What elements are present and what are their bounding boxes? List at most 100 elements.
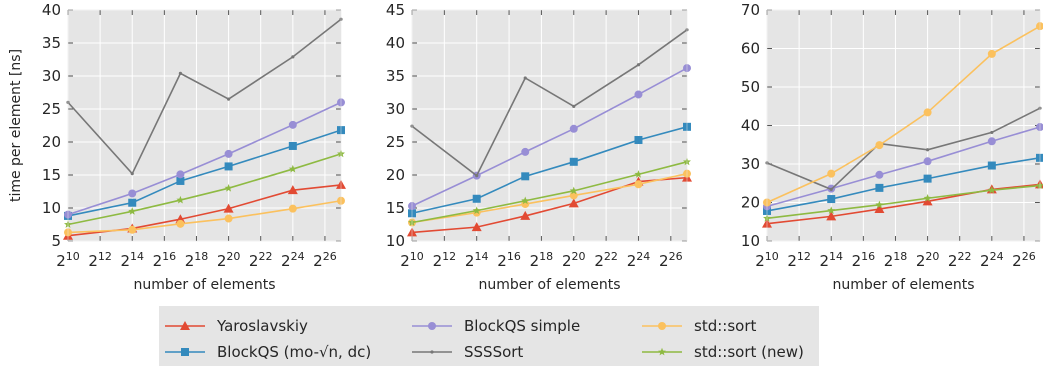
data-point: [875, 183, 884, 192]
plot-frame: [766, 9, 1041, 242]
legend-entry-blockqs-simple: BlockQS simple: [412, 317, 580, 335]
data-point: [987, 161, 996, 170]
y-axis-label: time per element [ns]: [8, 49, 24, 202]
legend-marker: [430, 350, 434, 354]
x-tick-label: 224: [281, 250, 305, 270]
data-point: [176, 219, 185, 228]
x-tick-label: 216: [497, 250, 521, 270]
data-point: [636, 63, 641, 67]
x-tick-label: 226: [313, 250, 337, 270]
x-tick-label: 210: [56, 250, 80, 270]
data-point: [827, 195, 836, 204]
x-tick-label: 218: [884, 250, 908, 270]
plot-area: [68, 10, 341, 241]
legend-label: BlockQS (mo-√n, dc): [217, 343, 371, 361]
data-point: [224, 149, 233, 158]
y-tick-label: 40: [741, 117, 760, 135]
series-line: [411, 67, 688, 207]
data-point: [475, 174, 479, 178]
legend-background: [159, 306, 819, 366]
data-point: [176, 176, 185, 185]
data-point: [287, 185, 298, 195]
data-point: [224, 184, 233, 192]
series-line: [766, 107, 1041, 191]
y-tick-label: 40: [42, 1, 61, 19]
y-tick-label: 20: [42, 133, 61, 151]
legend-label: SSSSort: [464, 343, 523, 361]
series-line: [766, 183, 1041, 225]
data-point: [471, 222, 482, 232]
data-point: [987, 49, 996, 58]
data-point: [128, 225, 137, 234]
plot-frame: [67, 9, 342, 242]
x-tick-label: 212: [433, 250, 457, 270]
x-tick-label: 216: [153, 250, 177, 270]
y-tick-label: 30: [741, 155, 760, 173]
data-point: [472, 206, 481, 215]
legend-marker: [658, 322, 666, 330]
data-point: [568, 198, 579, 208]
y-tick-label: 30: [42, 67, 61, 85]
data-point: [224, 214, 233, 223]
data-point: [128, 207, 137, 215]
data-point: [923, 174, 932, 183]
plot-area: [412, 10, 687, 241]
series-line: [411, 176, 688, 234]
series-line: [766, 126, 1041, 208]
data-point: [178, 71, 183, 75]
x-tick-label: 216: [852, 250, 876, 270]
y-tick-label: 15: [386, 199, 405, 217]
y-tick-label: 50: [741, 78, 760, 96]
data-point: [226, 97, 231, 101]
x-tick-label: 212: [88, 250, 112, 270]
chart-panel-3: 10 20 30 40 50 60 70 210 212 214 216 218 220 222 224 22…: [741, 1, 1043, 293]
x-axis-label: number of elements: [478, 277, 620, 293]
x-tick-label: 218: [185, 250, 209, 270]
data-point: [128, 198, 137, 207]
series-line: [411, 126, 688, 215]
x-tick-label: 210: [755, 250, 779, 270]
legend-marker: [181, 348, 189, 356]
data-point: [875, 200, 884, 209]
y-tick-label: 20: [386, 166, 405, 184]
y-tick-label: 70: [741, 1, 760, 19]
y-tick-label: 40: [386, 34, 405, 52]
y-tick-label: 10: [386, 232, 405, 250]
series-line: [411, 172, 688, 224]
x-tick-label: 222: [594, 250, 618, 270]
data-point: [291, 55, 295, 59]
legend-marker: [428, 322, 436, 330]
x-tick-label: 220: [562, 250, 586, 270]
y-tick-label: 45: [386, 1, 405, 19]
series-ssssort: [66, 17, 343, 176]
chart-panel-1: 5 10 15 20 25 30 35 40 210 212 214 216 218 220 222 224 2…: [8, 1, 346, 293]
data-point: [923, 157, 932, 166]
data-point: [634, 170, 643, 178]
plot-frame: [411, 9, 688, 242]
legend-label: std::sort: [694, 317, 756, 335]
series-line: [411, 29, 688, 177]
data-point: [827, 169, 836, 178]
data-point: [472, 194, 481, 203]
data-point: [990, 130, 994, 135]
y-tick-label: 60: [741, 40, 760, 58]
x-tick-label: 220: [916, 250, 940, 270]
data-point: [827, 206, 836, 214]
chart-panel-2: 10 15 20 25 30 35 40 45 210 212 214 216 218 220 222 224…: [386, 1, 692, 293]
x-axis-label: number of elements: [133, 277, 275, 293]
series-blockqs-simple: [408, 64, 691, 211]
data-point: [634, 136, 643, 145]
series-line: [67, 199, 342, 234]
series-line: [411, 161, 688, 224]
data-point: [1036, 22, 1043, 31]
legend-entry-ssssort: SSSSort: [412, 343, 523, 361]
data-point: [572, 104, 576, 108]
x-tick-label: 220: [217, 250, 241, 270]
series-std-sort: [763, 22, 1043, 207]
data-point: [223, 203, 234, 213]
x-tick-label: 222: [948, 250, 972, 270]
data-point: [569, 191, 578, 200]
legend-marker: [180, 321, 190, 330]
data-point: [521, 196, 530, 205]
